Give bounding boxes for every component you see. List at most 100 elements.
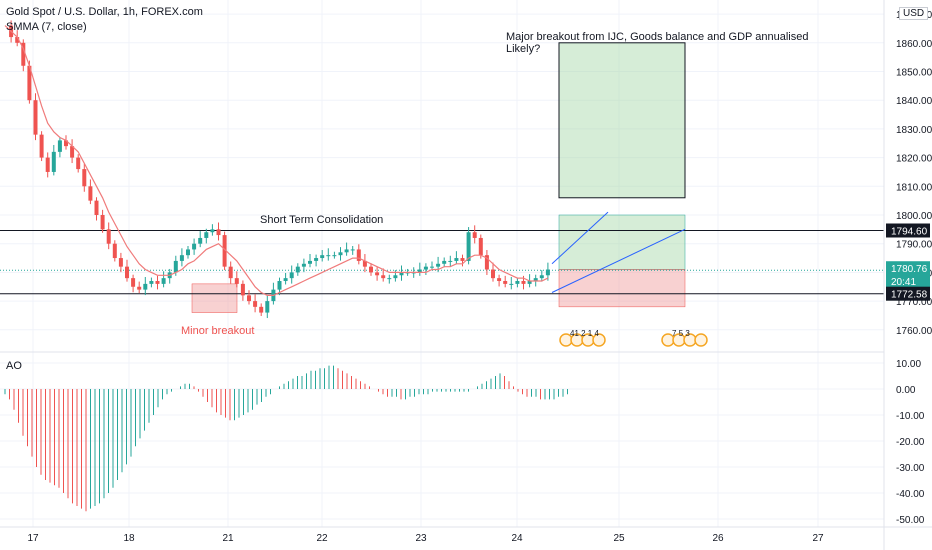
resistance-price-label: 1794.60 [891, 226, 928, 237]
time-tick-label: 17 [27, 533, 39, 544]
candle-body [484, 255, 489, 270]
candle-body [539, 275, 544, 279]
candle-body [356, 249, 361, 261]
position-zones[interactable] [191, 42, 686, 313]
candle-body [515, 281, 520, 284]
candle-body [369, 266, 373, 273]
candle-body [125, 266, 129, 279]
ao-tick-label: -20.00 [896, 437, 925, 448]
ao-tick-label: -40.00 [896, 489, 925, 500]
candle-body [509, 283, 514, 285]
ao-tick-label: -50.00 [896, 515, 925, 526]
candle-body [21, 42, 26, 66]
candle-body [472, 232, 477, 238]
target-zone[interactable] [558, 42, 686, 199]
candle-body [76, 157, 81, 170]
time-tick-label: 22 [316, 533, 328, 544]
current-price-label: 1780.76 [891, 264, 928, 275]
candle-body [33, 100, 38, 135]
candle-body [491, 269, 495, 279]
time-tick-label: 23 [415, 533, 427, 544]
candle-body [442, 260, 447, 264]
profit-zone[interactable] [558, 214, 686, 270]
candle-body [100, 215, 105, 230]
events-group-1-counts: 41 2 1 4 [570, 329, 599, 338]
grid [0, 0, 884, 527]
candle-body [448, 260, 453, 262]
candle-body [545, 269, 550, 276]
annotation-main-line1: Major breakout from IJC, Goods balance a… [506, 31, 808, 43]
trend-lines[interactable] [551, 211, 686, 293]
candle-body [15, 37, 20, 43]
candle-body [314, 258, 319, 261]
candle-body [57, 140, 62, 152]
candle-body [88, 186, 93, 201]
candle-body [118, 258, 123, 267]
price-tick-label: 1810.00 [896, 182, 932, 193]
ao-tick-label: -10.00 [896, 411, 925, 422]
time-tick-label: 21 [222, 533, 234, 544]
candle-body [295, 266, 300, 273]
candle-body [112, 243, 117, 259]
stop-zone[interactable] [558, 269, 686, 308]
smma-line [4, 25, 549, 296]
candle-body [222, 235, 227, 267]
candle-body [436, 263, 441, 267]
candle-body [198, 237, 203, 244]
time-tick-label: 25 [613, 533, 625, 544]
projection-line-upper[interactable] [551, 211, 609, 265]
events-group-1-flag[interactable] [592, 333, 606, 347]
price-tick-label: 1830.00 [896, 125, 932, 136]
time-tick-label: 26 [712, 533, 724, 544]
candle-body [326, 255, 331, 257]
candle-body [228, 266, 233, 279]
candle-body [527, 281, 532, 284]
current-price-label-bg [886, 261, 930, 276]
candle-body [161, 278, 166, 284]
candle-body [51, 151, 56, 172]
candles [9, 20, 550, 319]
candle-body [454, 258, 459, 261]
candle-body [149, 281, 154, 284]
candle-body [131, 278, 136, 287]
candle-body [70, 146, 75, 158]
candle-body [497, 278, 502, 282]
candle-body [283, 278, 288, 282]
smma-path [4, 25, 549, 296]
candle-body [460, 258, 465, 261]
candle-body [106, 229, 111, 244]
time-tick-label: 27 [812, 533, 824, 544]
resistance-price-label-bg [886, 223, 930, 238]
candle-body [308, 260, 312, 264]
minor-breakout-box[interactable] [191, 283, 238, 313]
candle-body [503, 281, 508, 284]
candle-body [332, 255, 337, 257]
candle-body [192, 243, 197, 250]
candle-body [320, 255, 325, 259]
time-tick-label: 18 [123, 533, 135, 544]
currency-button[interactable]: USD [899, 7, 929, 20]
events-group-2-flag[interactable] [694, 333, 708, 347]
countdown-label-bg [886, 274, 930, 289]
candle-body [216, 229, 221, 236]
candle-body [179, 255, 184, 261]
ao-label: AO [6, 360, 22, 372]
candle-body [344, 249, 349, 253]
ao-tick-label: 10.00 [896, 359, 921, 370]
candle-body [259, 306, 264, 313]
candle-body [289, 272, 294, 279]
price-tick-label: 1800.00 [896, 211, 932, 222]
candle-body [466, 232, 471, 261]
event-markers[interactable]: 41 2 1 4 7 5 3 [559, 329, 708, 347]
candle-body [375, 272, 380, 276]
candle-body [423, 266, 428, 270]
candle-body [45, 157, 50, 172]
candle-body [82, 169, 87, 187]
candle-body [277, 281, 282, 290]
candle-body [533, 278, 538, 282]
projection-line-lower[interactable] [551, 228, 686, 293]
price-tick-label: 1770.00 [896, 297, 932, 308]
indicator-label[interactable]: SMMA (7, close) [6, 21, 87, 33]
